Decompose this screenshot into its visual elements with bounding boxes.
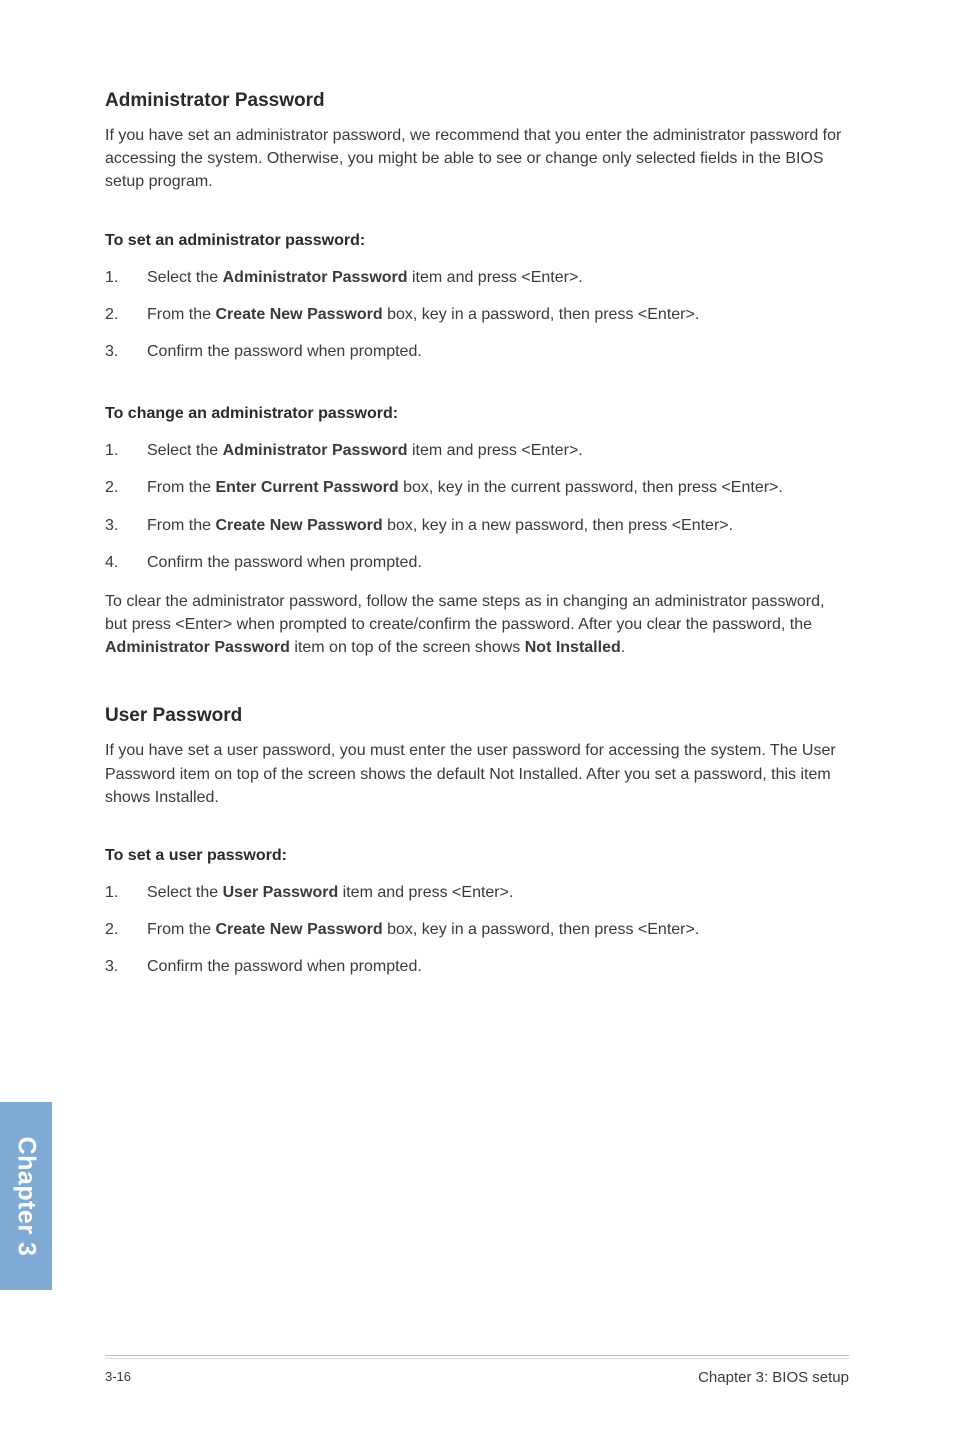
step-item: 1. Select the Administrator Password ite…	[105, 266, 849, 289]
step-text: From the Create New Password box, key in…	[147, 514, 849, 537]
step-number: 2.	[105, 476, 147, 499]
step-number: 1.	[105, 439, 147, 462]
step-item: 3. From the Create New Password box, key…	[105, 514, 849, 537]
set-user-steps: 1. Select the User Password item and pre…	[105, 881, 849, 979]
chapter-label: Chapter 3: BIOS setup	[698, 1369, 849, 1386]
step-text: From the Enter Current Password box, key…	[147, 476, 849, 499]
step-number: 3.	[105, 514, 147, 537]
step-text: Select the Administrator Password item a…	[147, 439, 849, 462]
step-item: 1. Select the User Password item and pre…	[105, 881, 849, 904]
chapter-tab-label: Chapter 3	[12, 1136, 41, 1256]
step-text: From the Create New Password box, key in…	[147, 303, 849, 326]
step-text: Confirm the password when prompted.	[147, 551, 849, 574]
admin-password-heading: Administrator Password	[105, 90, 849, 112]
step-item: 3. Confirm the password when prompted.	[105, 955, 849, 978]
user-password-intro: If you have set a user password, you mus…	[105, 739, 849, 809]
set-admin-steps: 1. Select the Administrator Password ite…	[105, 266, 849, 364]
step-number: 3.	[105, 955, 147, 978]
step-text: Select the User Password item and press …	[147, 881, 849, 904]
step-item: 3. Confirm the password when prompted.	[105, 340, 849, 363]
step-text: Select the Administrator Password item a…	[147, 266, 849, 289]
step-number: 2.	[105, 918, 147, 941]
document-body: Administrator Password If you have set a…	[0, 0, 954, 979]
admin-password-intro: If you have set an administrator passwor…	[105, 124, 849, 194]
clear-admin-text: To clear the administrator password, fol…	[105, 590, 849, 660]
step-text: Confirm the password when prompted.	[147, 955, 849, 978]
user-password-heading: User Password	[105, 705, 849, 727]
step-number: 1.	[105, 266, 147, 289]
step-number: 2.	[105, 303, 147, 326]
step-number: 3.	[105, 340, 147, 363]
step-number: 4.	[105, 551, 147, 574]
step-text: Confirm the password when prompted.	[147, 340, 849, 363]
change-admin-steps: 1. Select the Administrator Password ite…	[105, 439, 849, 574]
step-item: 2. From the Enter Current Password box, …	[105, 476, 849, 499]
change-admin-heading: To change an administrator password:	[105, 405, 849, 423]
step-item: 1. Select the Administrator Password ite…	[105, 439, 849, 462]
set-user-heading: To set a user password:	[105, 847, 849, 865]
step-item: 2. From the Create New Password box, key…	[105, 918, 849, 941]
chapter-side-tab: Chapter 3	[0, 1102, 52, 1290]
page-footer: 3-16 Chapter 3: BIOS setup	[0, 1355, 954, 1386]
set-admin-heading: To set an administrator password:	[105, 232, 849, 250]
step-item: 2. From the Create New Password box, key…	[105, 303, 849, 326]
page-number: 3-16	[105, 1369, 131, 1386]
step-item: 4. Confirm the password when prompted.	[105, 551, 849, 574]
step-number: 1.	[105, 881, 147, 904]
step-text: From the Create New Password box, key in…	[147, 918, 849, 941]
